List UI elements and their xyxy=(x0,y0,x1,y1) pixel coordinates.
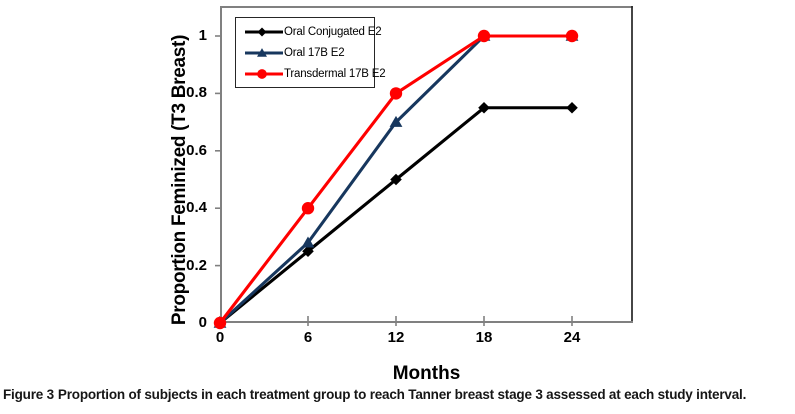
x-tick-label: 0 xyxy=(215,329,225,346)
legend-item-transdermal-17b-e2: Transdermal 17B E2 xyxy=(244,64,386,84)
series-line xyxy=(219,106,572,325)
caption-text: Proportion of subjects in each treatment… xyxy=(57,387,747,402)
circle-marker xyxy=(477,29,491,43)
y-tick-label: 0 xyxy=(198,314,207,331)
chart-canvas xyxy=(213,6,633,330)
diamond-marker xyxy=(478,101,490,114)
series-oral-conjugated-e2 xyxy=(214,101,578,329)
y-tick-label: 1 xyxy=(198,27,207,44)
figure-caption: Figure 3 Proportion of subjects in each t… xyxy=(3,387,793,402)
legend-label: Transdermal 17B E2 xyxy=(284,67,386,80)
series-transdermal-17b-e2 xyxy=(213,29,579,330)
legend-label: Oral Conjugated E2 xyxy=(284,25,382,38)
legend-item-oral-conjugated-e2: Oral Conjugated E2 xyxy=(244,22,382,42)
triangle-marker xyxy=(301,236,315,248)
circle-marker xyxy=(213,316,227,330)
diamond-legend-swatch xyxy=(245,26,283,37)
legend: Oral Conjugated E2 Oral 17B E2 Transdermal… xyxy=(235,17,386,88)
plot-area xyxy=(213,6,633,330)
diamond-marker xyxy=(566,101,578,114)
triangle-marker xyxy=(389,115,403,127)
circle-marker xyxy=(257,68,267,79)
circle-marker xyxy=(301,202,315,215)
caption-label: Figure 3 xyxy=(3,387,54,402)
diamond-marker xyxy=(302,245,314,258)
x-tick-label: 12 xyxy=(387,329,405,346)
diamond-marker xyxy=(390,173,402,186)
y-tick-label: 0.8 xyxy=(186,84,207,102)
y-tick-label: 0.2 xyxy=(186,256,207,274)
y-tick-label: 0.6 xyxy=(186,141,207,159)
x-tick-label: 6 xyxy=(303,329,313,346)
triangle-legend-swatch xyxy=(245,47,283,57)
diamond-marker xyxy=(257,26,267,37)
circle-marker xyxy=(565,29,579,43)
x-axis-title: Months xyxy=(392,363,461,384)
y-tick-label: 0.4 xyxy=(186,199,207,217)
legend-label: Oral 17B E2 xyxy=(284,46,345,59)
x-tick-label: 24 xyxy=(563,329,581,346)
y-axis-title: Proportion Feminized (T3 Breast) xyxy=(169,34,190,326)
x-tick-label: 18 xyxy=(475,329,493,346)
circle-legend-swatch xyxy=(245,68,283,79)
legend-item-oral-17b-e2: Oral 17B E2 xyxy=(244,43,374,63)
circle-marker xyxy=(389,87,403,100)
triangle-marker xyxy=(257,47,267,57)
